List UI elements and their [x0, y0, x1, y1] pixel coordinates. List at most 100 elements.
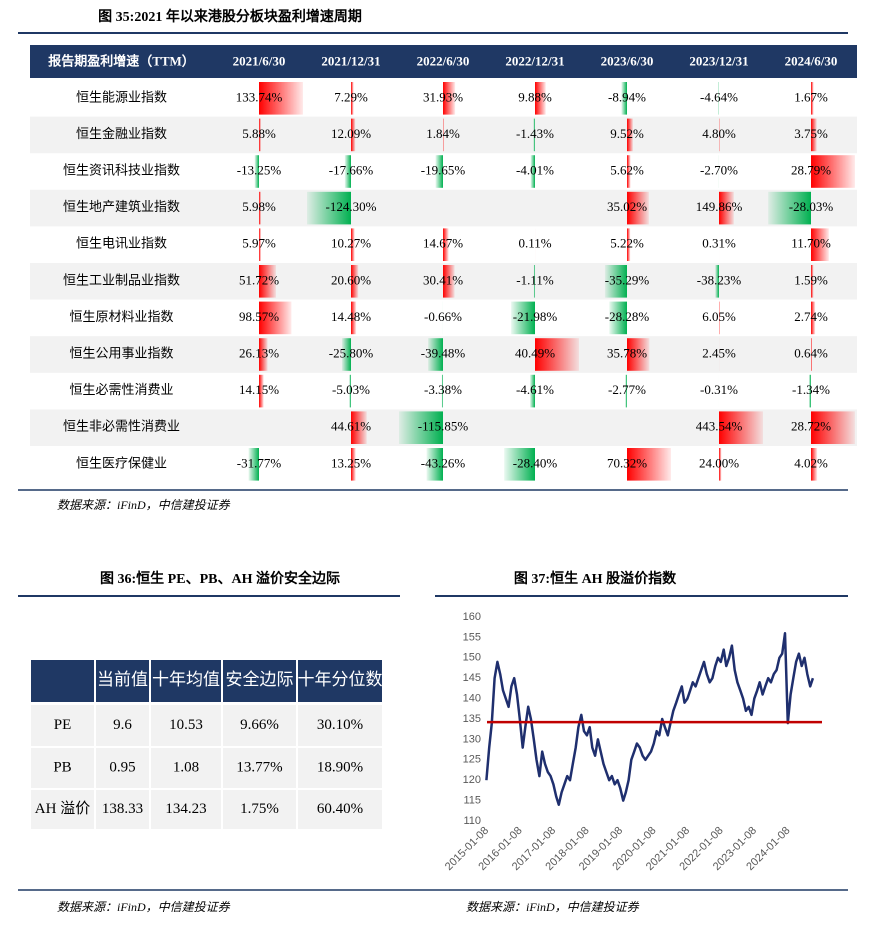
cell-value: 0.95 — [109, 759, 135, 775]
row-label: 恒生非必需性消费业 — [63, 419, 180, 434]
cell-value: 26.13% — [239, 345, 279, 360]
data-bar — [811, 448, 818, 481]
data-bar — [351, 228, 355, 261]
cell-bg — [223, 748, 296, 788]
cell-value: -19.65% — [421, 162, 466, 177]
cell-value: -13.25% — [237, 162, 282, 177]
cell-value: 30.10% — [317, 717, 363, 733]
cell-value: 1.75% — [240, 801, 279, 817]
data-bar — [259, 374, 264, 408]
table-header — [298, 660, 382, 702]
cell-value: 51.72% — [239, 272, 279, 287]
cell-value: 18.90% — [317, 759, 363, 775]
cell-value: 9.88% — [518, 89, 552, 104]
cell-value: 0.11% — [518, 236, 551, 251]
data-bar — [443, 118, 444, 152]
cell-value: -28.40% — [513, 455, 558, 470]
cell-value: -25.80% — [329, 345, 374, 360]
figure-title: 图 36:恒生 PE、PB、AH 溢价安全边际 — [100, 570, 340, 587]
cell-value: 28.79% — [791, 162, 831, 177]
data-bar — [349, 374, 351, 408]
data-bar — [811, 82, 814, 115]
cell-value: 5.22% — [610, 236, 644, 251]
data-bar — [621, 82, 627, 115]
cell-value: -2.77% — [608, 382, 646, 397]
cell-value: 5.88% — [242, 126, 276, 141]
column-header: 当前值 — [97, 670, 148, 689]
row-label: PB — [53, 759, 71, 775]
table-header — [151, 660, 221, 702]
data-bar — [609, 301, 627, 335]
cell-value: -1.34% — [792, 382, 830, 397]
cell-value: 10.53 — [169, 717, 203, 733]
cell-value: 44.61% — [331, 419, 371, 434]
row-label: PE — [54, 717, 72, 733]
source-note: 数据来源：iFinD，中信建投证券 — [57, 900, 231, 914]
cell-value: -1.43% — [516, 126, 554, 141]
cell-value: 28.72% — [791, 419, 831, 434]
cell-bg — [151, 705, 221, 746]
cell-value: 12.09% — [331, 126, 371, 141]
y-tick-label: 150 — [463, 652, 481, 664]
data-bar — [627, 338, 650, 371]
y-tick-label: 115 — [463, 795, 481, 807]
cell-value: 1.08 — [173, 759, 199, 775]
cell-value: 70.32% — [607, 455, 647, 470]
data-bar — [529, 374, 535, 408]
cell-value: -21.98% — [513, 309, 558, 324]
data-bar — [715, 265, 719, 298]
column-header: 2024/6/30 — [785, 53, 838, 68]
cell-value: 134.23 — [165, 801, 206, 817]
cell-bg — [96, 748, 149, 788]
cell-value: 5.98% — [242, 199, 276, 214]
data-bar — [627, 228, 631, 261]
cell-value: 149.86% — [696, 199, 743, 214]
column-header: 2023/12/31 — [689, 53, 748, 68]
data-bar — [535, 82, 546, 115]
cell-value: -28.28% — [605, 309, 650, 324]
row-label: 恒生能源业指数 — [76, 89, 167, 104]
cell-bg — [96, 705, 149, 746]
data-bar — [811, 338, 812, 371]
data-bar — [443, 228, 449, 261]
data-bar — [259, 338, 268, 371]
data-bar — [504, 448, 535, 481]
data-bar — [811, 301, 816, 335]
y-tick-label: 145 — [463, 672, 481, 684]
y-tick-label: 155 — [463, 631, 481, 643]
cell-value: -1.11% — [516, 272, 554, 287]
cell-value: -39.48% — [421, 345, 466, 360]
cell-value: 2.45% — [702, 345, 736, 360]
y-tick-label: 125 — [463, 754, 481, 766]
data-bar — [344, 155, 351, 188]
column-header: 2022/6/30 — [417, 53, 470, 68]
cell-value: 5.62% — [610, 162, 644, 177]
data-bar — [307, 191, 351, 225]
cell-bg — [31, 748, 94, 788]
cell-value: 13.25% — [331, 455, 371, 470]
cell-bg — [298, 790, 382, 829]
cell-bg — [223, 705, 296, 746]
cell-bg — [31, 790, 94, 829]
cell-value: 9.6 — [113, 717, 132, 733]
line-series — [485, 632, 815, 806]
column-header: 2022/12/31 — [505, 53, 564, 68]
table-header — [96, 660, 149, 702]
data-bar — [399, 411, 443, 444]
data-bar — [535, 338, 579, 371]
cell-bg — [151, 790, 221, 829]
cell-value: -115.85% — [418, 419, 469, 434]
cell-value: 35.02% — [607, 199, 647, 214]
column-header: 2021/12/31 — [321, 53, 380, 68]
cell-bg — [31, 705, 94, 746]
data-bar — [259, 265, 277, 298]
cell-value: 31.93% — [423, 89, 463, 104]
table-header — [31, 660, 94, 702]
cell-value: 5.97% — [242, 236, 276, 251]
data-bar — [351, 448, 356, 481]
data-bar — [627, 191, 649, 225]
cell-value: -31.77% — [237, 455, 282, 470]
cell-value: -8.94% — [608, 89, 646, 104]
data-bar — [443, 265, 455, 298]
cell-value: 9.52% — [610, 126, 644, 141]
